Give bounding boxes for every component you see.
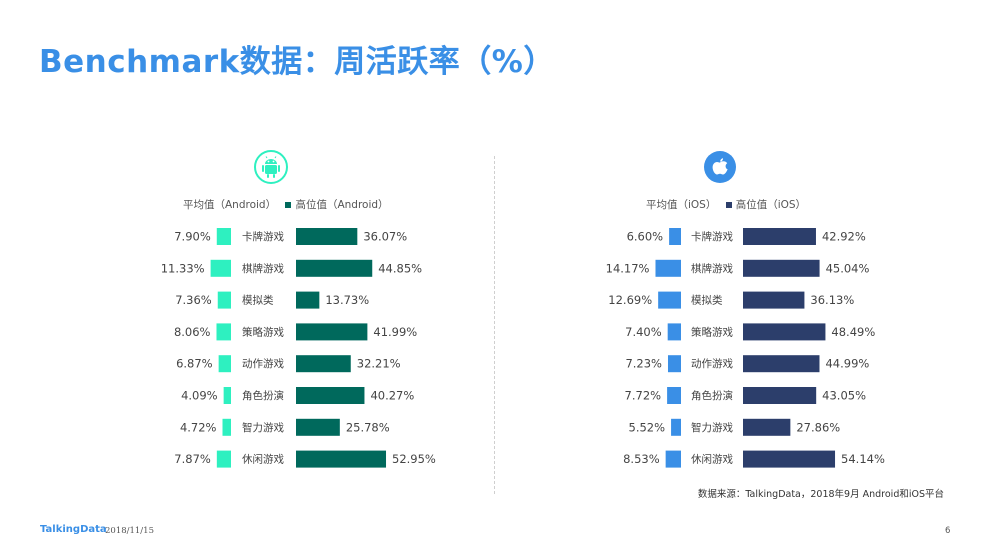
android-high-bar (296, 387, 365, 404)
ios-high-bar (743, 291, 805, 309)
ios-avg-label: 14.17% (606, 261, 650, 275)
footer-brand: TalkingData (40, 524, 107, 535)
ios-avg-bar (667, 355, 681, 373)
page-number: 6 (945, 526, 951, 536)
android-category-label: 棋牌游戏 (242, 262, 284, 275)
android-avg-label: 7.90% (174, 230, 211, 244)
ios-category-label: 模拟类 (691, 294, 723, 307)
ios-category-label: 策略游戏 (691, 325, 733, 338)
ios-avg-label: 7.72% (625, 389, 662, 403)
ios-avg-bar (667, 387, 681, 404)
android-avg-label: 4.09% (181, 389, 218, 403)
android-high-bar (296, 355, 351, 373)
legend-ios-avg: 平均值（iOS） (646, 199, 717, 211)
ios-category-label: 休闲游戏 (691, 453, 733, 466)
android-avg-bar (218, 355, 231, 373)
legend-android: 平均值（Android） 高位值（Android） (183, 197, 389, 212)
footer-date: 2018/11/15 (105, 526, 154, 536)
legend-ios-high: 高位值（iOS） (735, 199, 807, 211)
android-high-label: 44.85% (378, 261, 422, 275)
ios-high-bar (743, 323, 826, 341)
android-high-label: 52.95% (392, 452, 436, 466)
ios-high-label: 43.05% (822, 389, 866, 403)
ios-avg-label: 12.69% (608, 293, 652, 307)
android-category-label: 角色扮演 (242, 389, 284, 402)
android-high-bar (296, 228, 358, 245)
legend-android-high: 高位值（Android） (295, 199, 389, 211)
ios-high-bar (743, 228, 816, 245)
apple-icon (704, 151, 736, 183)
android-category-label: 休闲游戏 (242, 453, 284, 466)
android-high-bar (296, 291, 320, 309)
ios-high-bar (743, 259, 820, 277)
android-high-label: 32.21% (357, 357, 401, 371)
android-high-bar (296, 418, 340, 436)
panel-divider (494, 156, 495, 494)
android-avg-label: 6.87% (176, 357, 213, 371)
android-high-label: 41.99% (373, 325, 417, 339)
android-category-label: 动作游戏 (242, 357, 284, 370)
android-high-label: 25.78% (346, 420, 390, 434)
ios-avg-label: 5.52% (629, 420, 666, 434)
ios-high-label: 42.92% (822, 230, 866, 244)
ios-high-label: 48.49% (831, 325, 875, 339)
ios-avg-bar (669, 228, 681, 245)
ios-high-bar (743, 418, 791, 436)
ios-avg-bar (658, 291, 681, 309)
android-avg-bar (216, 228, 231, 245)
android-category-label: 策略游戏 (242, 325, 284, 338)
ios-avg-label: 8.53% (623, 452, 660, 466)
android-avg-label: 4.72% (180, 420, 217, 434)
android-avg-bar (216, 323, 231, 341)
android-high-bar (296, 450, 387, 468)
ios-category-label: 棋牌游戏 (691, 262, 733, 275)
legend-android-high-swatch (285, 201, 292, 208)
android-category-label: 智力游戏 (242, 421, 284, 434)
legend-android-avg: 平均值（Android） (183, 199, 277, 211)
android-high-label: 13.73% (325, 293, 369, 307)
android-avg-bar (223, 387, 231, 404)
ios-high-bar (743, 355, 820, 373)
android-avg-label: 11.33% (161, 261, 205, 275)
ios-high-label: 54.14% (841, 452, 885, 466)
android-high-label: 36.07% (363, 230, 407, 244)
ios-avg-label: 7.23% (625, 357, 662, 371)
ios-high-label: 27.86% (796, 420, 840, 434)
ios-category-label: 动作游戏 (691, 357, 733, 370)
android-avg-bar (217, 291, 231, 309)
ios-high-bar (743, 450, 836, 468)
android-icon (254, 150, 288, 184)
android-high-bar (296, 323, 368, 341)
ios-avg-label: 6.60% (627, 230, 664, 244)
ios-avg-bar (655, 259, 681, 277)
android-avg-bar (222, 418, 231, 436)
android-category-label: 卡牌游戏 (242, 230, 284, 243)
android-avg-label: 7.36% (175, 293, 212, 307)
android-avg-bar (216, 450, 231, 468)
android-high-label: 40.27% (370, 389, 414, 403)
android-high-bar (296, 259, 373, 277)
ios-avg-bar (667, 323, 681, 341)
data-source: 数据来源：TalkingData，2018年9月 Android和iOS平台 (697, 489, 944, 500)
ios-category-label: 智力游戏 (691, 421, 733, 434)
android-avg-label: 8.06% (174, 325, 211, 339)
page-title: Benchmark数据：周活跃率（%） (39, 44, 555, 80)
legend-ios: 平均值（iOS） 高位值（iOS） (646, 197, 806, 212)
ios-category-label: 卡牌游戏 (691, 230, 733, 243)
android-avg-bar (210, 259, 231, 277)
legend-ios-high-swatch (725, 201, 732, 208)
ios-category-label: 角色扮演 (691, 389, 733, 402)
ios-avg-bar (665, 450, 681, 468)
ios-avg-label: 7.40% (625, 325, 662, 339)
ios-high-label: 36.13% (810, 293, 854, 307)
ios-avg-bar (671, 418, 681, 436)
android-category-label: 模拟类 (242, 294, 274, 307)
ios-high-label: 44.99% (825, 357, 869, 371)
ios-high-label: 45.04% (826, 261, 870, 275)
android-avg-label: 7.87% (174, 452, 211, 466)
ios-high-bar (743, 387, 817, 404)
